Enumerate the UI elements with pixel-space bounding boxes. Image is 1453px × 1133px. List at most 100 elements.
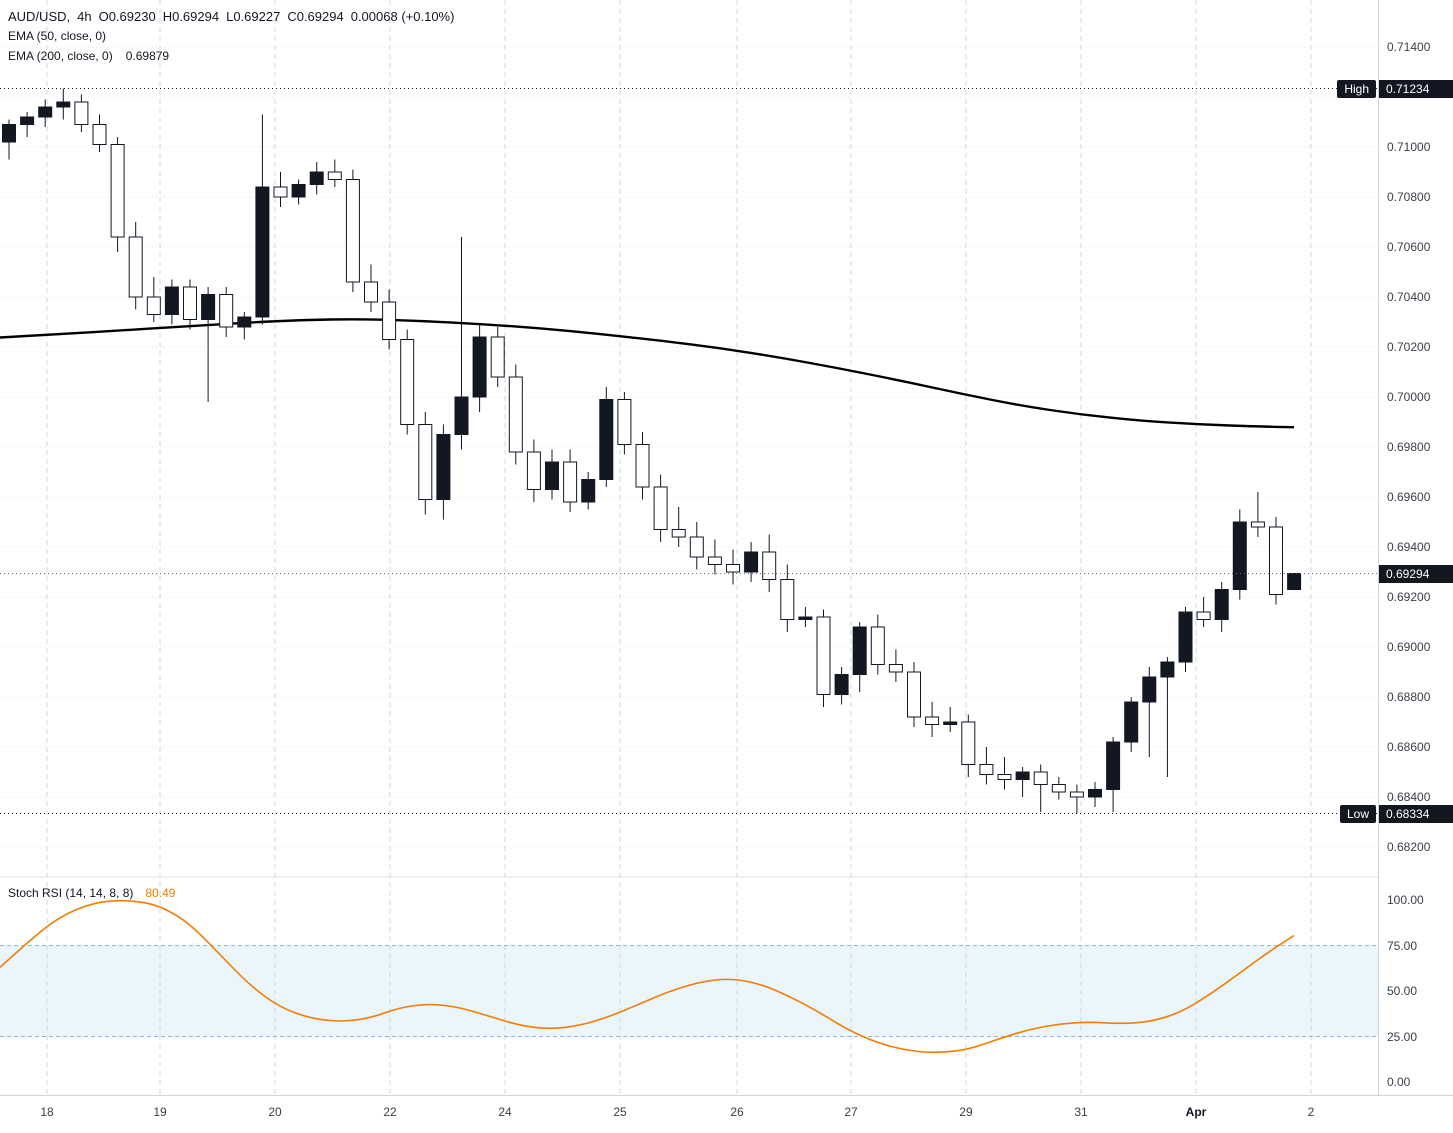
candle-body (961, 721, 976, 765)
last-axis-box: 0.69294 (1379, 564, 1453, 583)
candle-body (653, 486, 668, 530)
price-tick-label: 0.69400 (1387, 540, 1431, 554)
candle-body (201, 294, 216, 320)
stoch-tick-label: 0.00 (1387, 1075, 1411, 1089)
candle-body (997, 774, 1012, 780)
candle-body (1106, 741, 1121, 790)
candle-body (490, 336, 505, 378)
ohlc-high: H0.69294 (162, 8, 220, 24)
stoch-tick-label: 100.00 (1387, 893, 1424, 907)
time-label: 26 (730, 1105, 744, 1119)
ohlc-low: L0.69227 (226, 8, 281, 24)
time-label: 25 (613, 1105, 627, 1119)
time-label: 27 (844, 1105, 858, 1119)
price-tick-label: 0.70400 (1387, 290, 1431, 304)
time-label-month: Apr (1185, 1105, 1207, 1119)
candle-body (888, 664, 903, 673)
candle-body (1015, 771, 1030, 780)
time-label: 24 (498, 1105, 512, 1119)
candle-body (472, 336, 487, 398)
ema200-value: 0.69879 (125, 49, 170, 63)
candle-body (526, 451, 541, 490)
symbol-label: AUD/USD, (8, 8, 71, 24)
candle-body (92, 124, 107, 145)
price-tick-label: 0.70800 (1387, 190, 1431, 204)
candle-body (508, 376, 523, 453)
candle-body (364, 281, 378, 303)
candle-body (780, 579, 795, 620)
candle-body (1178, 611, 1193, 663)
candle-body (38, 106, 53, 118)
candle-body (146, 296, 161, 315)
candle-body (110, 144, 125, 238)
candle-body (798, 616, 813, 620)
stoch-rsi-value: 80.49 (145, 886, 176, 900)
price-tick-label: 0.71000 (1387, 140, 1431, 154)
candle-body (1232, 521, 1247, 590)
candle-body (943, 721, 958, 725)
candle-body (1124, 701, 1139, 743)
candle-body (183, 286, 197, 320)
candle-body (1069, 791, 1084, 798)
stoch-tick-label: 50.00 (1387, 984, 1418, 998)
stoch-band (0, 945, 1378, 1037)
candle-body (436, 434, 451, 500)
candle-body (617, 399, 632, 445)
candle-body (56, 101, 71, 108)
time-label: 19 (153, 1105, 167, 1119)
candle-body (979, 764, 994, 775)
candle-body (20, 116, 35, 125)
candle-body (1033, 771, 1048, 785)
candle-body (382, 301, 397, 340)
candle-body (237, 316, 252, 328)
time-label: 31 (1074, 1105, 1088, 1119)
stoch-rsi-legend-row[interactable]: Stoch RSI (14, 14, 8, 8) 80.49 (8, 886, 175, 900)
ema200-line (0, 318, 1295, 429)
candle-body (1142, 676, 1157, 703)
candle-body (1196, 611, 1211, 620)
price-tick-label: 0.68200 (1387, 840, 1431, 854)
stoch-tick-label: 25.00 (1387, 1029, 1418, 1044)
time-label: 18 (40, 1105, 54, 1119)
candle-body (744, 551, 759, 573)
candle-body (327, 171, 342, 180)
price-tick-label: 0.68400 (1387, 790, 1431, 804)
price-tick-label: 0.70600 (1387, 240, 1431, 254)
price-tick-label: 0.71400 (1387, 40, 1431, 54)
price-tick-label: 0.69200 (1387, 590, 1431, 604)
candle-body (128, 236, 143, 298)
candle-body (907, 671, 921, 718)
price-tick-label: 0.70200 (1387, 340, 1431, 354)
time-axis[interactable]: 18 19 20 22 24 25 26 27 29 31 Apr 2 (0, 1095, 1453, 1133)
candle-body (345, 179, 360, 283)
time-label: 20 (268, 1105, 282, 1119)
ohlc-close: C0.69294 (287, 8, 344, 24)
price-tick-label: 0.68600 (1387, 740, 1431, 754)
price-tick-label: 0.69000 (1387, 640, 1431, 654)
candle-body (219, 294, 234, 328)
candle-body (164, 286, 179, 315)
low-tag-box: Low (1339, 804, 1376, 823)
stoch-rsi-label: Stoch RSI (14, 14, 8, 8) (8, 886, 134, 900)
candle-body (816, 616, 831, 695)
candle-body (1287, 573, 1302, 590)
candle-body (454, 396, 469, 435)
price-tick-label: 0.70000 (1387, 390, 1431, 404)
candle-body (273, 186, 288, 198)
candle-body (1250, 521, 1265, 528)
symbol-ohlc-row[interactable]: AUD/USD, 4h O0.69230 H0.69294 L0.69227 C… (8, 6, 454, 26)
stoch-tick-label: 75.00 (1387, 938, 1418, 953)
candle-body (400, 339, 415, 425)
candle-body (309, 171, 324, 185)
ema200-label: EMA (200, close, 0) (8, 49, 113, 63)
low-axis-box: 0.68334 (1379, 804, 1453, 823)
price-axis[interactable]: 0.71400 0.71000 0.70800 0.70600 0.70400 0.702… (1378, 0, 1453, 1095)
interval-label: 4h (77, 8, 92, 24)
ema200-legend-row[interactable]: EMA (200, close, 0) 0.69879 (8, 46, 454, 66)
time-label: 22 (383, 1105, 397, 1119)
chart-legend: AUD/USD, 4h O0.69230 H0.69294 L0.69227 C… (8, 6, 454, 66)
ema50-legend-row[interactable]: EMA (50, close, 0) (8, 26, 454, 46)
candle-body (2, 124, 16, 143)
candle-body (635, 444, 650, 488)
